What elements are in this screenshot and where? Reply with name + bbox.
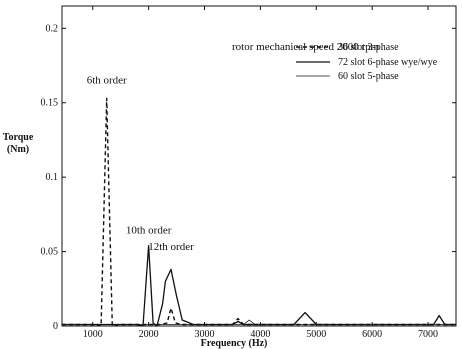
order-annotation: 12th order: [148, 241, 194, 253]
series-line-2: [62, 319, 456, 325]
legend: 36 slot 3-phase 72 slot 6-phase wye/wye …: [296, 42, 438, 82]
order-annotation: 10th order: [126, 225, 172, 237]
x-tick-label: 1000: [83, 329, 103, 340]
y-tick-label: 0.15: [41, 98, 59, 109]
series-lines: [62, 97, 456, 327]
y-tick-label: 0: [53, 321, 58, 332]
legend-label-60-slot: 60 slot 5-phase: [338, 71, 399, 82]
x-axis-label: Frequency (Hz): [201, 338, 268, 349]
x-tick-label: 6000: [362, 329, 382, 340]
x-tick-label: 3000: [195, 329, 215, 340]
order-annotation: 6th order: [87, 74, 127, 86]
y-axis-label-line1: Torque: [3, 132, 34, 143]
x-tick-label: 2000: [139, 329, 159, 340]
y-tick-label: 0.1: [46, 172, 59, 183]
plot-border: [61, 5, 457, 327]
x-tick-label: 4000: [250, 329, 270, 340]
annotations: 6th order 10th order 12th order: [87, 74, 194, 253]
y-tick-label: 0.05: [41, 247, 59, 258]
legend-label-72-slot: 72 slot 6-phase wye/wye: [338, 57, 438, 68]
y-tick-label: 0.2: [46, 23, 59, 34]
x-tick-label: 7000: [418, 329, 438, 340]
legend-label-36-slot: 36 slot 3-phase: [338, 42, 399, 53]
series-line-0: [62, 97, 456, 327]
axes-frame: [61, 5, 457, 327]
y-axis-label-line2: (Nm): [7, 144, 29, 155]
x-tick-label: 5000: [306, 329, 326, 340]
tick-marks: 1000 2000 3000 4000 5000 6000 7000 0 0.05 0.1 0.15…: [41, 6, 456, 340]
